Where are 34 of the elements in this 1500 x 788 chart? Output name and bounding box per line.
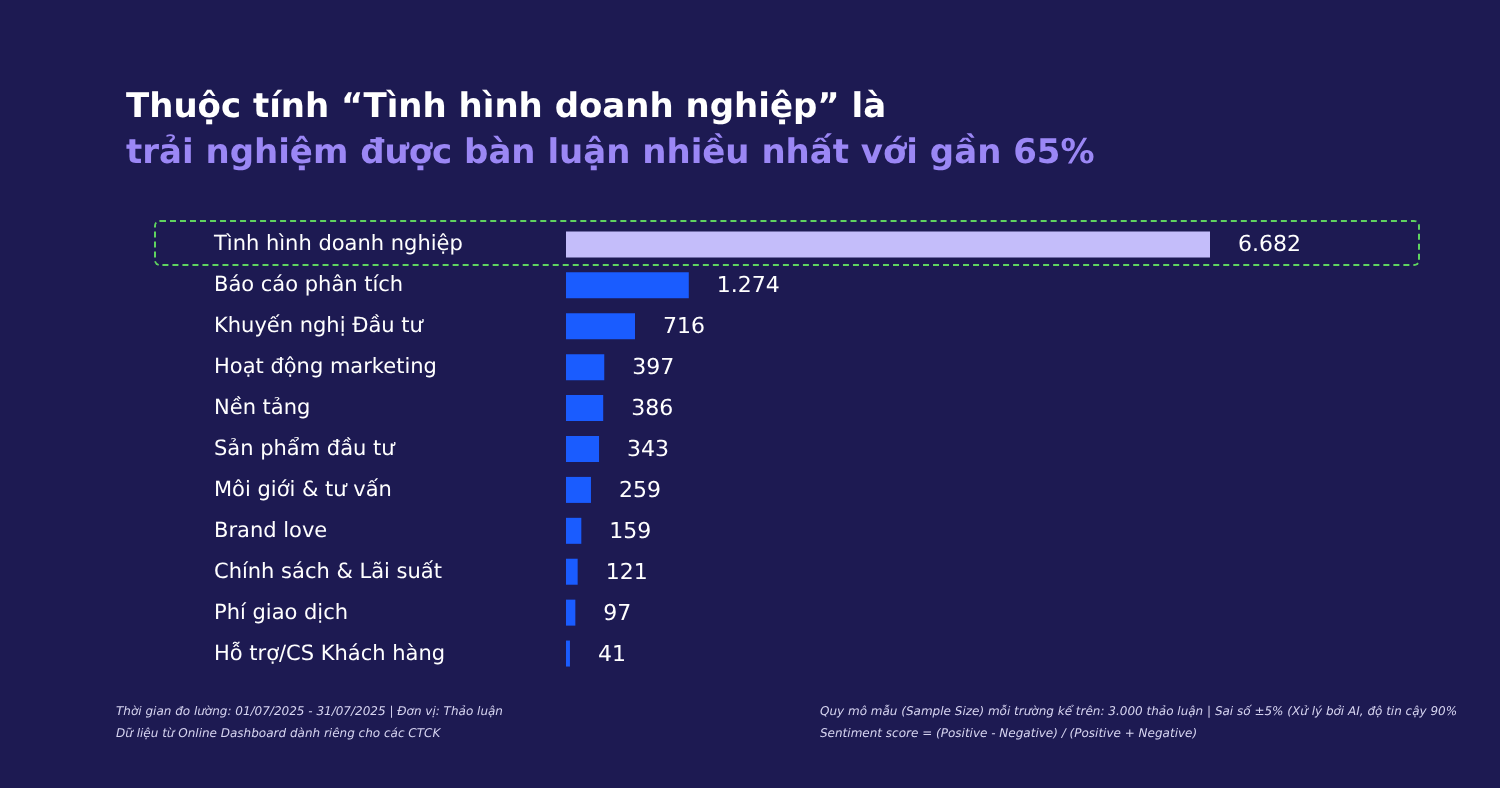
y-tick-label: Môi giới & tư vấn xyxy=(214,477,392,502)
bar xyxy=(566,395,604,422)
y-tick-label: Sản phẩm đầu tư xyxy=(214,435,398,461)
data-label: 159 xyxy=(609,517,652,544)
data-label: 386 xyxy=(631,395,674,422)
data-label: 41 xyxy=(597,640,626,667)
bar xyxy=(566,313,636,340)
data-label: 97 xyxy=(603,599,632,626)
data-label: 343 xyxy=(627,436,670,462)
bar xyxy=(566,517,582,544)
y-tick-label: Brand love xyxy=(214,518,328,543)
y-tick-label: Nền tảng xyxy=(214,396,311,421)
chart-title: Thuộc tính “Tình hình doanh nghiệp” là xyxy=(126,87,887,127)
y-tick-label: Hỗ trợ/CS Khách hàng xyxy=(214,639,446,666)
data-label: 6.682 xyxy=(1238,231,1301,258)
bar xyxy=(566,558,578,585)
bar xyxy=(566,436,600,462)
y-tick-label: Báo cáo phân tích xyxy=(214,273,404,298)
y-tick-label: Hoạt động marketing xyxy=(214,355,437,380)
bar xyxy=(566,272,689,299)
bar xyxy=(566,476,591,503)
y-tick-label: Tình hình doanh nghiệp xyxy=(212,232,464,257)
y-tick-label: Phí giao dịch xyxy=(214,600,349,625)
chart-subtitle: trải nghiệm được bàn luận nhiều nhất với gần 65% xyxy=(126,133,1095,173)
bar xyxy=(566,231,1210,258)
bar xyxy=(566,599,576,626)
y-tick-label: Khuyến nghị Đầu tư xyxy=(214,314,426,339)
data-label: 259 xyxy=(618,476,661,503)
bar xyxy=(566,354,605,381)
y-tick-label: Chính sách & Lãi suất xyxy=(214,559,442,584)
data-label: 397 xyxy=(632,354,675,381)
data-label: 121 xyxy=(605,558,648,585)
data-label: 716 xyxy=(663,313,706,340)
data-label: 1.274 xyxy=(716,272,780,299)
